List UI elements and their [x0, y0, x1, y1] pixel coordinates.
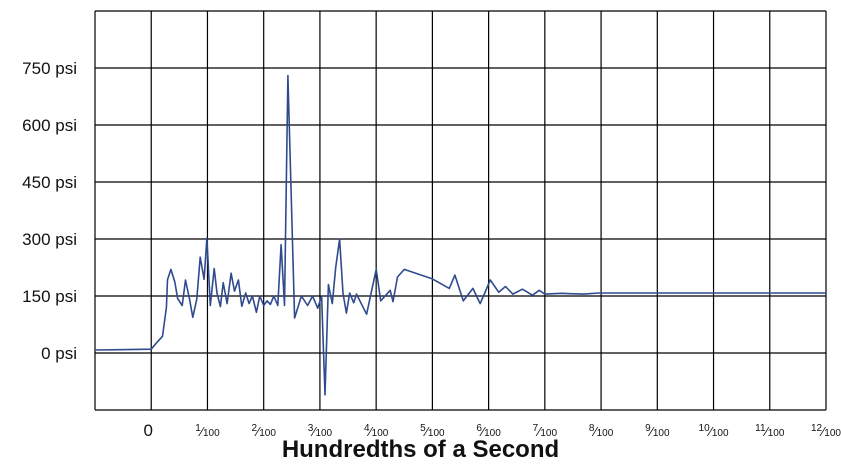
- x-tick-label: 7⁄100: [533, 423, 558, 439]
- y-tick-label: 750 psi: [22, 59, 77, 78]
- x-tick-label: 12⁄100: [811, 423, 841, 439]
- y-axis-tick-labels: 0 psi 150 psi 300 psi 450 psi 600 psi 750 psi: [22, 59, 77, 363]
- x-tick-label: 10⁄100: [699, 423, 729, 439]
- grid: [94, 10, 827, 411]
- x-tick-label: 0: [143, 421, 152, 440]
- y-tick-label: 0 psi: [41, 344, 77, 363]
- x-tick-label: 11⁄100: [755, 423, 785, 439]
- x-tick-label: 2⁄100: [251, 423, 276, 439]
- x-tick-label: 1⁄100: [195, 423, 220, 439]
- y-tick-label: 450 psi: [22, 173, 77, 192]
- x-axis-label: Hundredths of a Second: [281, 436, 560, 463]
- pressure-series-line: [94, 74, 826, 396]
- x-tick-label: 3⁄100: [308, 423, 333, 439]
- x-axis-tick-labels: 0 1⁄100 2⁄100 3⁄100 4⁄100 5⁄100 6⁄100 7⁄100 8⁄10…: [143, 421, 841, 440]
- x-tick-label: 6⁄100: [476, 423, 501, 439]
- x-tick-label: 4⁄100: [364, 423, 389, 439]
- y-tick-label: 600 psi: [22, 116, 77, 135]
- x-tick-label: 8⁄100: [589, 423, 614, 439]
- x-tick-label: 9⁄100: [645, 423, 670, 439]
- y-tick-label: 150 psi: [22, 287, 77, 306]
- y-tick-label: 300 psi: [22, 230, 77, 249]
- x-tick-label: 5⁄100: [420, 423, 445, 439]
